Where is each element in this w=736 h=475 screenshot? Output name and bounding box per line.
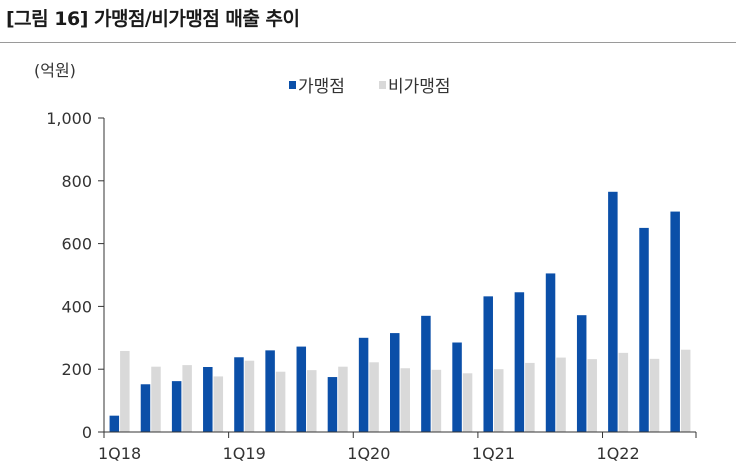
y-tick-label: 200 [61, 360, 92, 379]
x-tick-label: 1Q19 [223, 444, 266, 463]
bar-non-franchise-3Q18 [182, 365, 192, 432]
y-tick-label: 400 [61, 297, 92, 316]
legend-label-non-franchise: 비가맹점 [388, 77, 451, 97]
x-tick-label: 1Q20 [347, 444, 390, 463]
bar-non-franchise-1Q21 [493, 369, 504, 432]
bar-non-franchise-3Q20 [431, 369, 442, 432]
bar-franchise-2Q20 [390, 333, 400, 432]
legend-swatch-non-franchise [379, 81, 386, 89]
bar-franchise-4Q21 [576, 315, 587, 432]
bar-franchise-2Q22 [639, 227, 649, 432]
bar-non-franchise-1Q19 [244, 360, 255, 432]
bar-franchise-1Q20 [358, 337, 369, 432]
bar-non-franchise-4Q19 [338, 366, 348, 432]
y-axis-unit-label: (억원) [34, 61, 76, 80]
y-tick-label: 1,000 [46, 109, 92, 128]
bar-non-franchise-2Q19 [275, 371, 286, 432]
bar-non-franchise-4Q18 [213, 376, 224, 432]
bar-franchise-2Q19 [265, 350, 275, 432]
bar-franchise-4Q20 [452, 342, 462, 432]
bar-non-franchise-3Q22 [680, 349, 691, 432]
legend-swatch-franchise [289, 81, 296, 89]
bar-non-franchise-2Q18 [151, 366, 161, 432]
bar-non-franchise-2Q22 [649, 358, 660, 432]
bar-franchise-3Q19 [296, 346, 307, 432]
bar-franchise-2Q21 [514, 292, 525, 432]
bar-non-franchise-4Q20 [462, 373, 473, 432]
x-tick-label: 1Q18 [98, 444, 141, 463]
axes-group: 0 200 400 600 800 1,000 1Q18 1Q19 1Q20 1Q21 1Q22 [46, 109, 697, 463]
bar-franchise-1Q21 [483, 296, 493, 432]
bar-non-franchise-2Q21 [525, 362, 535, 432]
bar-franchise-3Q20 [421, 315, 431, 432]
title-divider [0, 42, 736, 43]
legend-label-franchise: 가맹점 [298, 77, 345, 97]
bar-non-franchise-1Q22 [618, 352, 629, 432]
bar-franchise-1Q18 [109, 415, 120, 432]
y-tick-label: 800 [61, 172, 92, 191]
bar-non-franchise-2Q20 [400, 368, 410, 432]
bar-non-franchise-3Q19 [307, 370, 317, 432]
bars-group [109, 191, 691, 432]
legend: 가맹점 비가맹점 [289, 77, 451, 97]
bar-non-franchise-1Q20 [369, 362, 379, 432]
y-tick-label: 600 [61, 235, 92, 254]
bar-franchise-3Q21 [545, 273, 556, 432]
bar-franchise-4Q19 [327, 377, 338, 432]
x-tick-label: 1Q21 [472, 444, 515, 463]
x-tick-label: 1Q22 [597, 444, 640, 463]
bar-franchise-3Q18 [171, 381, 182, 432]
bar-franchise-3Q22 [670, 211, 680, 432]
bar-non-franchise-1Q18 [120, 350, 130, 432]
bar-franchise-2Q18 [140, 384, 151, 432]
bar-franchise-1Q19 [234, 357, 244, 432]
bar-franchise-4Q18 [203, 367, 213, 432]
bar-non-franchise-3Q21 [556, 357, 566, 432]
page-title: [그림 16] 가맹점/비가맹점 매출 추이 [6, 8, 300, 30]
y-tick-label: 0 [82, 423, 92, 442]
bar-franchise-1Q22 [608, 191, 618, 432]
bar-non-franchise-4Q21 [587, 359, 597, 432]
